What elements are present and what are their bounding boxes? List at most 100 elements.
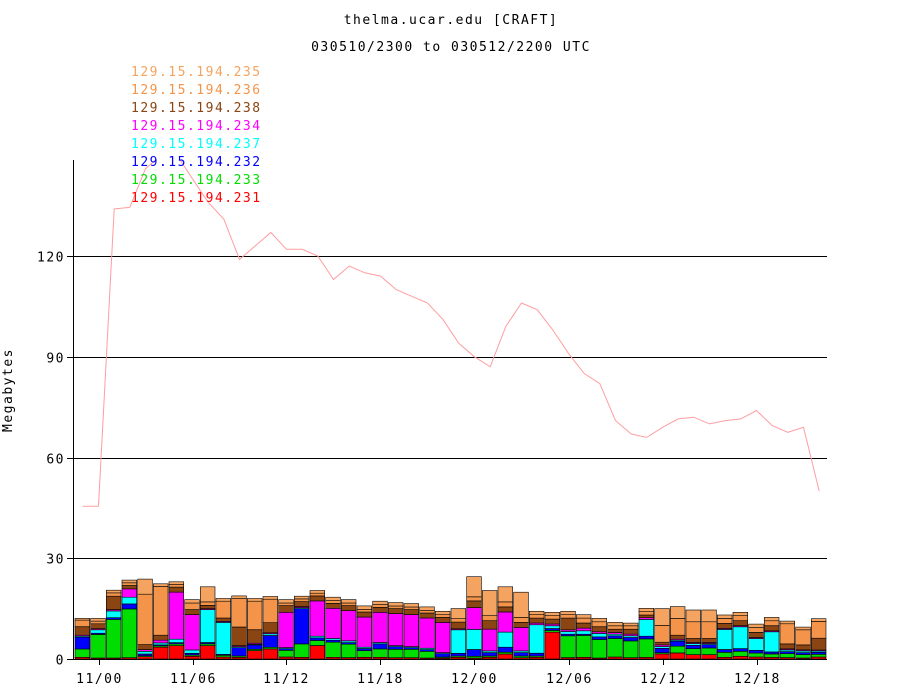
bar-segment: [654, 641, 670, 646]
bar-segment: [106, 595, 122, 610]
bar-segment: [231, 647, 247, 657]
bar-segment: [387, 646, 404, 650]
total-line: [82, 160, 820, 507]
bar-segment: [137, 578, 153, 595]
bar-segment: [293, 643, 310, 658]
bar-segment: [607, 628, 623, 633]
bar-segment: [669, 640, 686, 647]
bar-segment: [137, 656, 153, 660]
bar-segment: [732, 648, 748, 652]
bar-segment: [184, 609, 200, 615]
bar-segment: [685, 609, 701, 623]
bar-segment: [669, 634, 686, 640]
bar-segment: [262, 622, 278, 634]
bar-segment: [262, 598, 278, 624]
legend-item: 129.15.194.233: [131, 173, 262, 188]
bar-segment: [466, 600, 482, 608]
bar-segment: [419, 612, 435, 619]
bar-segment: [278, 656, 294, 660]
bar-segment: [732, 655, 748, 660]
bar-segment: [309, 595, 325, 602]
bar-segment: [184, 655, 200, 660]
bar-segment: [607, 638, 623, 658]
bar-segment: [90, 623, 106, 630]
bar-segment: [466, 596, 482, 602]
bar-segment: [450, 629, 466, 654]
y-axis-label: Megabytes: [1, 348, 16, 432]
bar-segment: [340, 643, 357, 658]
bar-segment: [278, 602, 294, 606]
bar-segment: [168, 645, 184, 660]
bar-segment: [544, 625, 560, 629]
bar-segment: [669, 618, 686, 636]
stacked-bars: [74, 576, 827, 660]
x-tick-label: 11/00: [76, 672, 123, 687]
bar-segment: [622, 640, 639, 659]
y-tick-label: 30: [46, 553, 65, 568]
bar-segment: [544, 631, 560, 660]
bar-segment: [575, 617, 592, 624]
bar-segment: [403, 614, 419, 647]
x-tick-label: 12/12: [640, 672, 687, 687]
bar-segment: [669, 652, 686, 660]
bar-segment: [74, 619, 90, 627]
bar-segment: [591, 636, 607, 640]
bar-segment: [732, 626, 748, 649]
bar-segment: [356, 650, 372, 658]
bar-segment: [701, 647, 717, 655]
bar-segment: [638, 614, 654, 619]
x-tick-label: 12/18: [734, 672, 781, 687]
legend-item: 129.15.194.237: [131, 137, 262, 152]
y-tick-label: 90: [46, 352, 65, 367]
bar-segment: [262, 635, 278, 648]
bar-segment: [638, 638, 654, 658]
bar-segment: [200, 645, 216, 660]
y-tick-label: 0: [56, 654, 65, 669]
bar-segment: [763, 651, 780, 655]
bar-segment: [716, 623, 733, 629]
bar-segment: [669, 645, 686, 654]
bar-segment: [638, 607, 654, 612]
bar-segment: [419, 606, 435, 611]
bar-segment: [607, 625, 623, 630]
bar-segment: [168, 586, 184, 593]
bar-segment: [685, 644, 701, 649]
bar-segment: [795, 626, 811, 631]
bar-segment: [701, 621, 717, 639]
bar-segment: [403, 648, 419, 658]
bar-segment: [90, 634, 106, 659]
bar-segment: [387, 605, 404, 609]
bar-segment: [121, 603, 137, 610]
bar-segment: [356, 611, 372, 618]
bar-segment: [434, 617, 451, 623]
x-tick-label: 12/00: [451, 672, 498, 687]
bar-segment: [215, 656, 231, 660]
bar-segment: [293, 608, 310, 645]
bar-segment: [591, 626, 607, 633]
bar-segment: [560, 631, 576, 635]
bar-segment: [763, 653, 780, 658]
bar-segment: [497, 631, 513, 648]
bar-segment: [200, 609, 216, 643]
y-tick-label: 120: [37, 251, 65, 266]
bar-segment: [481, 615, 498, 622]
bar-segment: [528, 617, 545, 624]
bar-segment: [748, 623, 764, 628]
bar-segment: [481, 628, 498, 652]
bar-segment: [340, 605, 357, 611]
bar-segment: [748, 632, 764, 638]
bar-segment: [293, 595, 310, 600]
bar-segment: [247, 629, 263, 644]
bar-segment: [654, 647, 670, 653]
bar-segment: [575, 622, 592, 629]
total-line-path: [82, 160, 820, 507]
bar-segment: [419, 609, 435, 614]
bar-segment: [387, 608, 404, 614]
bar-segment: [325, 600, 341, 604]
bar-segment: [278, 599, 294, 604]
bar-segment: [810, 651, 827, 655]
bar-segment: [278, 649, 294, 658]
bar-segment: [184, 614, 200, 651]
bar-segment: [497, 651, 513, 655]
bar-segment: [247, 598, 263, 602]
